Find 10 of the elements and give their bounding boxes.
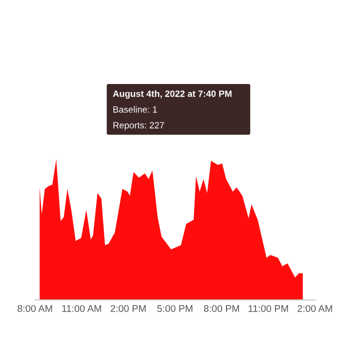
text: Reports: 227	[113, 122, 164, 130]
x-tick-label: 11:00 PM	[248, 305, 288, 312]
x-tick-label: 2:00 AM	[298, 305, 332, 312]
x-tick-label: 2:00 PM	[110, 305, 146, 312]
x-tick-label: 11:00 AM	[62, 305, 102, 312]
x-tick-label: 8:00 AM	[18, 305, 52, 312]
x-tick-label: 5:00 PM	[157, 305, 192, 312]
text: Baseline: 1	[113, 106, 157, 113]
x-tick-label: 8:00 PM	[204, 305, 239, 312]
text: August 4th, 2022 at 7:40 PM	[112, 90, 232, 99]
